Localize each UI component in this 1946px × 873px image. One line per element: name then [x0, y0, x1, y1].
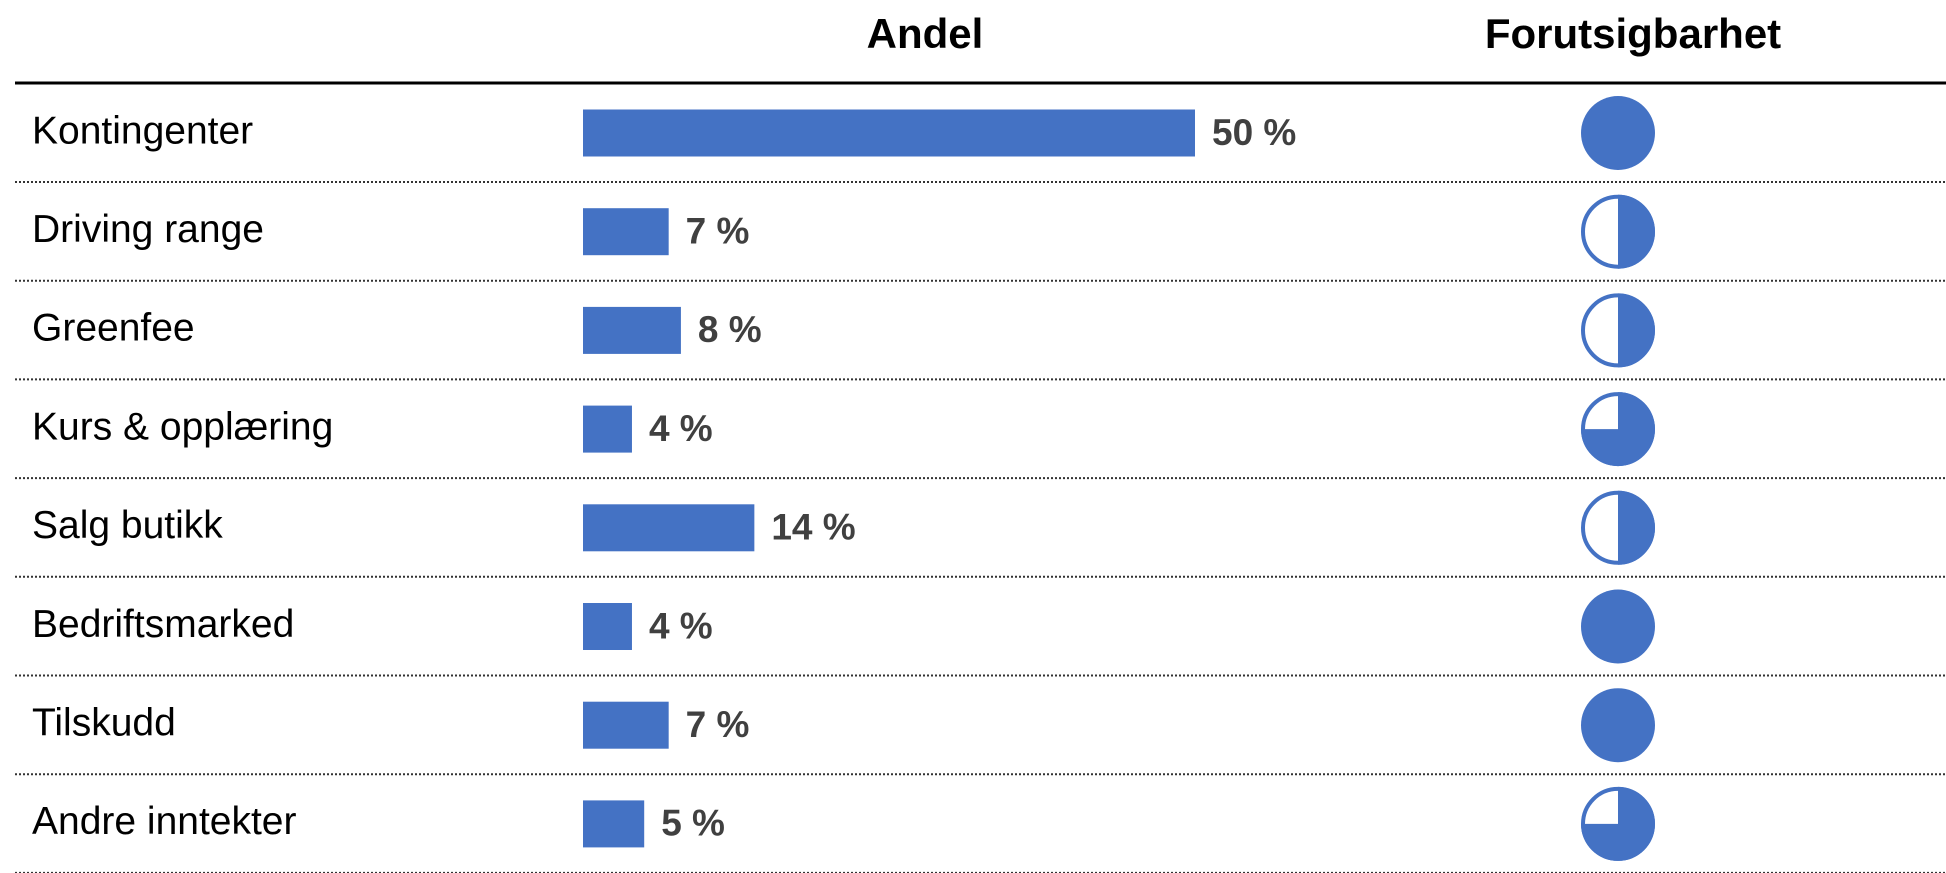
harvey-ball: [1618, 194, 1655, 269]
bar: [583, 701, 669, 749]
harvey-ball: [1581, 96, 1655, 170]
value-label: 7 %: [686, 210, 750, 251]
bar: [583, 109, 1195, 157]
category-label: Tilskudd: [32, 701, 176, 744]
harvey-ball: [1618, 293, 1655, 368]
category-label: Kontingenter: [32, 109, 253, 152]
value-label: 14 %: [771, 507, 855, 548]
column-header: Andel: [867, 10, 984, 57]
harvey-ball: [1618, 490, 1656, 565]
bar: [583, 405, 632, 453]
value-label: 4 %: [649, 408, 713, 449]
value-label: 8 %: [698, 309, 762, 350]
harvey-ball: [1581, 688, 1655, 763]
category-label: Bedriftsmarked: [32, 603, 294, 646]
harvey-ball: [1581, 786, 1656, 861]
bar: [583, 800, 645, 848]
value-label: 7 %: [686, 704, 750, 745]
bar: [583, 306, 681, 354]
harvey-ball: [1581, 589, 1655, 664]
category-label: Kurs & opplæring: [32, 405, 333, 448]
category-label: Salg butikk: [32, 504, 223, 547]
category-label: Andre inntekter: [32, 800, 297, 843]
value-label: 5 %: [661, 803, 725, 844]
harvey-ball: [1581, 392, 1656, 467]
bar: [583, 603, 632, 650]
bar: [583, 504, 755, 552]
value-label: 4 %: [649, 605, 713, 646]
column-header: Forutsigbarhet: [1485, 10, 1781, 57]
category-label: Greenfee: [32, 307, 195, 350]
category-label: Driving range: [32, 208, 264, 251]
bar: [583, 208, 669, 256]
value-label: 50 %: [1212, 112, 1296, 153]
